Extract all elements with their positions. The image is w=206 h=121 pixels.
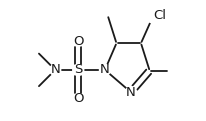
Text: N: N — [50, 63, 60, 76]
Text: N: N — [99, 63, 109, 76]
Circle shape — [73, 94, 83, 104]
Circle shape — [145, 9, 160, 23]
Text: O: O — [73, 34, 83, 48]
Text: S: S — [74, 63, 82, 76]
Circle shape — [73, 36, 83, 46]
Circle shape — [125, 87, 136, 98]
Circle shape — [49, 64, 60, 75]
Circle shape — [73, 64, 83, 75]
Circle shape — [99, 64, 110, 75]
Text: O: O — [73, 92, 83, 105]
Text: Cl: Cl — [152, 9, 165, 22]
Text: N: N — [125, 86, 135, 99]
